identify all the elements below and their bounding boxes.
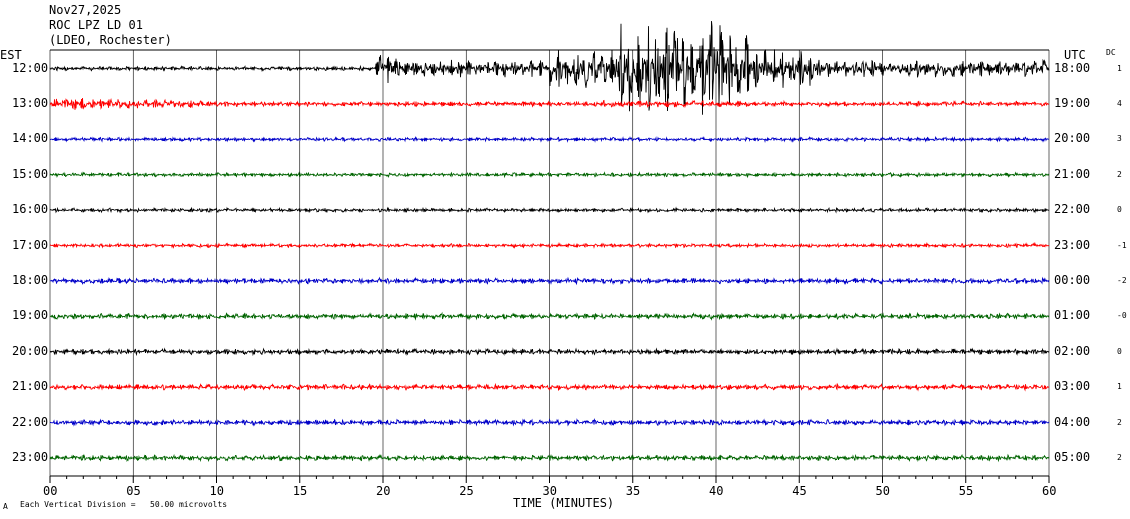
est-hour-label: 16:00 [12, 202, 49, 217]
trace-2100 [49, 382, 1050, 392]
dc-offset-label: 2 [1117, 452, 1122, 462]
trace-2000 [49, 347, 1050, 357]
trace-1800 [49, 276, 1050, 286]
x-tick-label: 40 [709, 484, 724, 498]
utc-hour-label: 02:00 [1054, 343, 1091, 358]
trace-1300 [49, 97, 1050, 110]
trace-1400 [49, 135, 1049, 143]
dc-header-label: DC [1106, 48, 1116, 57]
x-tick-label: 30 [542, 484, 557, 498]
est-hour-label: 15:00 [12, 166, 49, 181]
trace-1200 [49, 21, 1050, 115]
utc-hour-label: 04:00 [1054, 414, 1091, 429]
utc-hour-label: 05:00 [1054, 449, 1091, 464]
dc-offset-label: 1 [1117, 382, 1122, 392]
utc-hour-label: 19:00 [1054, 95, 1091, 110]
trace-1900 [49, 311, 1050, 321]
right-timezone-label: UTC [1064, 48, 1086, 62]
x-tick-label: 15 [292, 484, 308, 498]
x-tick-label: 05 [126, 484, 141, 498]
est-hour-label: 23:00 [12, 449, 49, 464]
trace-1500 [49, 171, 1050, 179]
x-tick-label: 35 [625, 484, 641, 498]
est-hour-label: 19:00 [12, 308, 49, 323]
trace-2300 [49, 453, 1050, 463]
trace-2200 [49, 417, 1050, 427]
footer-scale-note: Each Vertical Division = 50.00 microvolt… [20, 500, 228, 509]
footer-mark: A [3, 502, 8, 511]
utc-hour-label: 18:00 [1054, 60, 1091, 75]
x-tick-label: 00 [43, 484, 58, 498]
seismic-traces [49, 21, 1050, 463]
x-tick-label: 50 [875, 484, 890, 498]
dc-offset-label: 3 [1117, 134, 1122, 144]
est-hour-label: 20:00 [12, 343, 49, 358]
station-label: ROC LPZ LD 01 [49, 18, 143, 32]
dc-offset-label: 4 [1117, 98, 1122, 108]
dc-offset-label: 2 [1117, 169, 1122, 179]
utc-hour-label: 21:00 [1054, 166, 1091, 181]
utc-hour-label: 01:00 [1054, 308, 1091, 323]
est-hour-label: 21:00 [12, 379, 49, 394]
x-tick-label: 45 [792, 484, 807, 498]
x-tick-label: 25 [459, 484, 474, 498]
network-label: (LDEO, Rochester) [49, 33, 172, 47]
x-tick-label: 60 [1042, 484, 1057, 498]
grid-lines [49, 49, 1050, 477]
dc-offset-label: 0 [1117, 205, 1122, 215]
dc-offset-label: 1 [1117, 63, 1122, 73]
x-tick-label: 20 [376, 484, 391, 498]
x-tick-label: 10 [209, 484, 224, 498]
utc-hour-label: 03:00 [1054, 379, 1091, 394]
est-hour-label: 17:00 [12, 237, 49, 252]
utc-hour-label: 20:00 [1054, 131, 1091, 146]
x-axis-title: TIME (MINUTES) [513, 496, 615, 510]
dc-offset-label: -1 [1117, 240, 1127, 250]
dc-offset-label: -0 [1117, 311, 1127, 321]
date-label: Nov27,2025 [49, 3, 122, 17]
dc-offset-label: 2 [1117, 417, 1122, 427]
est-hour-label: 13:00 [12, 95, 49, 110]
trace-1600 [49, 206, 1050, 214]
x-tick-label: 55 [958, 484, 974, 498]
utc-hour-label: 23:00 [1054, 237, 1091, 252]
utc-hour-label: 22:00 [1054, 202, 1091, 217]
dc-offset-label: -2 [1117, 275, 1127, 285]
left-timezone-label: EST [0, 48, 22, 62]
est-hour-label: 18:00 [12, 272, 49, 287]
utc-hour-label: 00:00 [1054, 272, 1091, 287]
trace-1700 [49, 241, 1050, 249]
est-hour-label: 22:00 [12, 414, 49, 429]
x-axis-ticks [49, 476, 1050, 483]
est-hour-label: 12:00 [12, 60, 49, 75]
dc-offset-label: 0 [1117, 346, 1122, 356]
est-hour-label: 14:00 [12, 131, 49, 146]
